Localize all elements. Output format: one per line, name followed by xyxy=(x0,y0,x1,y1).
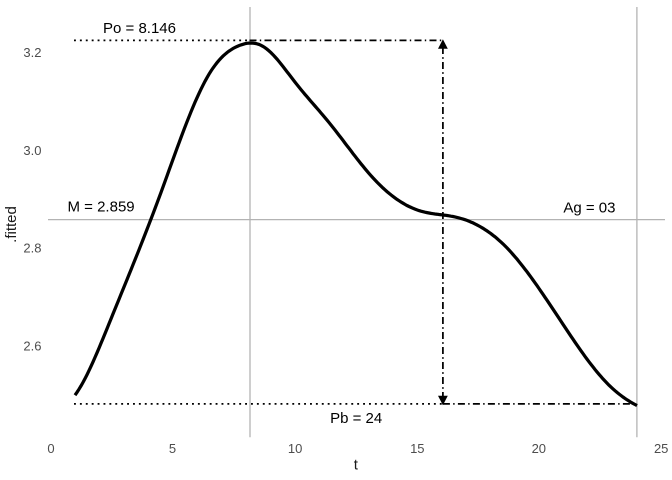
svg-text:Pb = 24: Pb = 24 xyxy=(330,410,382,427)
svg-text:20: 20 xyxy=(532,441,546,456)
svg-text:Ag = 03: Ag = 03 xyxy=(563,200,615,217)
svg-text:25: 25 xyxy=(654,441,668,456)
svg-text:3.2: 3.2 xyxy=(23,45,41,60)
svg-text:M = 2.859: M = 2.859 xyxy=(68,199,135,216)
svg-text:t: t xyxy=(354,457,359,474)
svg-text:15: 15 xyxy=(410,441,424,456)
svg-text:3.0: 3.0 xyxy=(23,143,41,158)
svg-text:Po = 8.146: Po = 8.146 xyxy=(103,20,176,37)
svg-text:.fitted: .fitted xyxy=(3,206,20,243)
svg-text:10: 10 xyxy=(288,441,302,456)
svg-text:5: 5 xyxy=(169,441,176,456)
svg-text:2.8: 2.8 xyxy=(23,241,41,256)
svg-text:0: 0 xyxy=(47,441,54,456)
svg-text:2.6: 2.6 xyxy=(23,338,41,353)
